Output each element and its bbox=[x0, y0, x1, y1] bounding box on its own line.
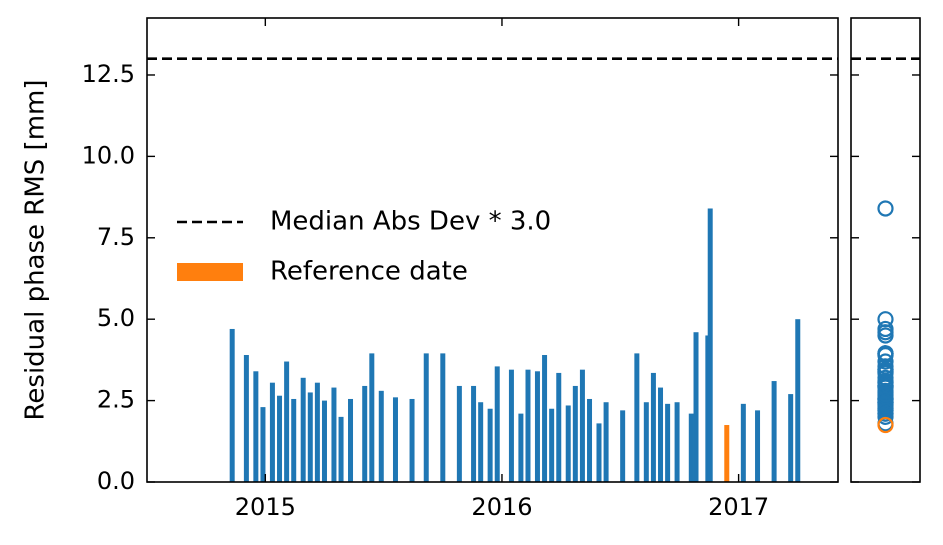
scatter-point bbox=[877, 416, 894, 434]
bar bbox=[369, 353, 375, 482]
bar bbox=[518, 413, 524, 482]
bar bbox=[284, 361, 290, 482]
plot-frame bbox=[146, 17, 839, 483]
bar bbox=[300, 377, 306, 482]
bar bbox=[603, 402, 609, 482]
bar bbox=[508, 369, 514, 482]
bar bbox=[755, 410, 761, 482]
x-tick-label: 2015 bbox=[235, 493, 296, 521]
bar bbox=[665, 403, 671, 482]
bar bbox=[494, 366, 500, 482]
bar bbox=[378, 390, 384, 482]
bar bbox=[338, 416, 344, 482]
bar bbox=[587, 398, 593, 482]
bar bbox=[549, 408, 555, 482]
legend-label: Reference date bbox=[270, 257, 468, 287]
bar bbox=[658, 387, 664, 482]
bar bbox=[542, 355, 548, 482]
bar bbox=[291, 398, 297, 482]
scatter-point bbox=[877, 395, 894, 412]
bar bbox=[565, 405, 571, 482]
bar bbox=[556, 372, 562, 482]
y-axis-label: Residual phase RMS [mm] bbox=[21, 80, 51, 421]
bar bbox=[788, 394, 794, 482]
bar bbox=[643, 402, 649, 482]
bar bbox=[724, 425, 730, 482]
y-tick-label: 10.0 bbox=[82, 141, 135, 169]
bar bbox=[321, 400, 327, 482]
bar bbox=[674, 402, 680, 482]
x-tick-label: 2017 bbox=[708, 493, 769, 521]
bar bbox=[243, 355, 249, 482]
legend-swatch bbox=[177, 263, 243, 281]
bar bbox=[277, 395, 283, 482]
scatter-point bbox=[877, 353, 894, 370]
bar bbox=[771, 381, 777, 482]
scatter-point bbox=[877, 200, 894, 217]
side-frame bbox=[850, 17, 921, 483]
bar bbox=[579, 369, 585, 482]
y-tick-label: 2.5 bbox=[97, 386, 135, 414]
x-tick-label: 2016 bbox=[471, 493, 532, 521]
bar bbox=[596, 423, 602, 482]
bar bbox=[693, 332, 699, 482]
y-tick-label: 12.5 bbox=[82, 60, 135, 88]
bar bbox=[620, 410, 626, 482]
bar bbox=[307, 392, 313, 482]
scatter-point bbox=[877, 327, 894, 344]
bar bbox=[229, 328, 235, 482]
bar bbox=[650, 372, 656, 482]
bar bbox=[740, 403, 746, 482]
bar bbox=[409, 398, 415, 482]
legend-label: Median Abs Dev * 3.0 bbox=[270, 207, 551, 237]
bar bbox=[471, 385, 477, 482]
bar bbox=[634, 353, 640, 482]
bar bbox=[478, 402, 484, 482]
bar bbox=[688, 413, 694, 482]
bar bbox=[795, 319, 801, 482]
bar bbox=[348, 398, 354, 482]
bar bbox=[331, 387, 337, 482]
y-tick-label: 0.0 bbox=[97, 467, 135, 495]
bar bbox=[253, 371, 259, 482]
bar bbox=[525, 369, 531, 482]
scatter-point bbox=[877, 311, 894, 328]
bar bbox=[423, 353, 429, 482]
bar bbox=[260, 407, 266, 482]
scatter-point bbox=[877, 324, 894, 341]
scatter-point bbox=[877, 385, 894, 403]
bar bbox=[392, 397, 398, 482]
bar bbox=[456, 385, 462, 482]
bar bbox=[707, 208, 713, 483]
bar bbox=[534, 371, 540, 482]
y-tick-label: 7.5 bbox=[97, 223, 135, 251]
bar bbox=[269, 382, 275, 482]
bar bbox=[572, 385, 578, 482]
y-tick-label: 5.0 bbox=[97, 304, 135, 332]
bar bbox=[440, 353, 446, 482]
scatter-point bbox=[877, 345, 894, 362]
bar bbox=[314, 382, 320, 482]
bar bbox=[487, 408, 493, 482]
bar bbox=[362, 385, 368, 482]
